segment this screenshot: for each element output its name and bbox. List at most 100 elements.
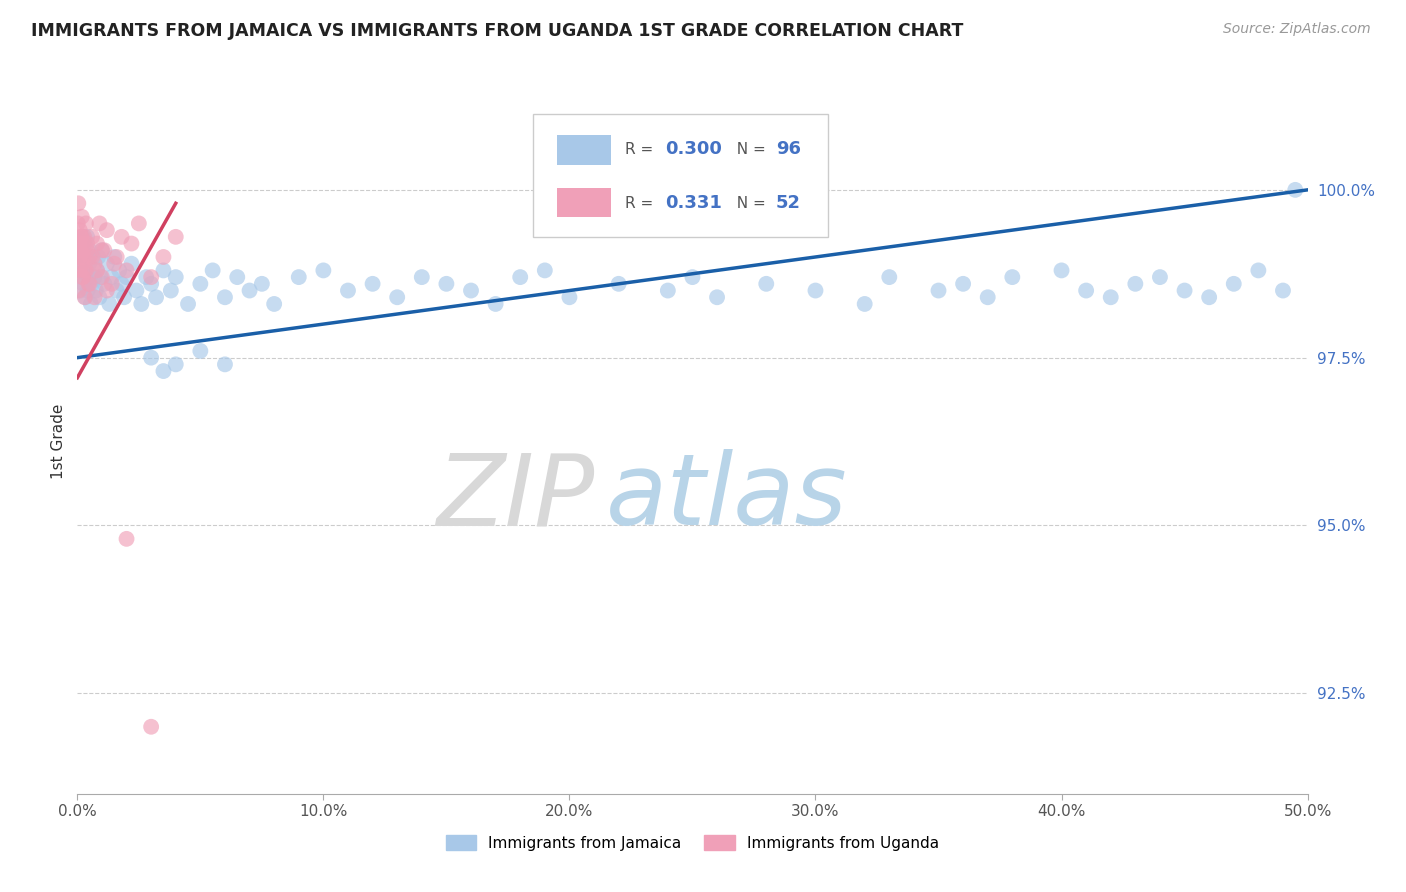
- Point: [337, 284, 360, 298]
- Text: ZIP: ZIP: [436, 450, 595, 547]
- Point: [90, 244, 114, 258]
- Point: [69, 250, 91, 264]
- Point: [70, 270, 93, 285]
- Point: [188, 277, 212, 291]
- Point: [103, 257, 125, 271]
- Point: [79, 244, 101, 258]
- Point: [108, 263, 131, 277]
- Point: [75, 263, 97, 277]
- Point: [141, 720, 163, 734]
- Point: [1223, 277, 1246, 291]
- Point: [67, 236, 90, 251]
- Point: [214, 290, 236, 304]
- Y-axis label: 1st Grade: 1st Grade: [51, 404, 66, 479]
- Point: [115, 270, 138, 285]
- Point: [1284, 183, 1306, 197]
- Point: [165, 270, 187, 285]
- Point: [83, 290, 105, 304]
- Point: [70, 230, 93, 244]
- Point: [70, 257, 93, 271]
- Point: [1050, 263, 1073, 277]
- Text: 0.300: 0.300: [665, 140, 723, 158]
- Text: N =: N =: [727, 196, 770, 211]
- FancyBboxPatch shape: [557, 135, 612, 165]
- Point: [135, 270, 157, 285]
- Point: [928, 284, 950, 298]
- Point: [188, 343, 212, 358]
- Point: [804, 284, 827, 298]
- Point: [657, 284, 679, 298]
- Point: [121, 257, 143, 271]
- Text: atlas: atlas: [606, 450, 848, 547]
- Point: [111, 230, 132, 244]
- Point: [160, 284, 183, 298]
- Point: [534, 263, 557, 277]
- Point: [141, 270, 163, 285]
- Point: [76, 244, 98, 258]
- FancyBboxPatch shape: [557, 188, 612, 218]
- Point: [87, 250, 110, 264]
- Point: [607, 277, 630, 291]
- Point: [76, 250, 98, 264]
- Point: [111, 277, 132, 291]
- Point: [73, 236, 96, 251]
- Point: [75, 216, 97, 230]
- Point: [145, 290, 167, 304]
- Point: [93, 277, 115, 291]
- Point: [76, 284, 98, 298]
- Point: [853, 297, 876, 311]
- Point: [76, 236, 98, 251]
- Point: [69, 284, 91, 298]
- Point: [96, 223, 118, 237]
- Point: [112, 290, 135, 304]
- Point: [77, 257, 100, 271]
- Point: [90, 244, 114, 258]
- Point: [214, 357, 236, 371]
- Point: [1001, 270, 1024, 285]
- Point: [152, 263, 174, 277]
- Point: [89, 290, 111, 304]
- Point: [101, 277, 124, 291]
- Point: [436, 277, 458, 291]
- Point: [1076, 284, 1098, 298]
- Point: [83, 257, 105, 271]
- Point: [121, 236, 143, 251]
- Point: [105, 250, 128, 264]
- Point: [86, 263, 108, 277]
- Point: [70, 210, 93, 224]
- Point: [83, 270, 105, 285]
- Point: [263, 297, 285, 311]
- Point: [250, 277, 273, 291]
- Point: [93, 244, 115, 258]
- Point: [115, 263, 138, 277]
- Point: [152, 364, 174, 378]
- Point: [82, 230, 104, 244]
- Text: R =: R =: [624, 196, 658, 211]
- Point: [70, 244, 93, 258]
- Point: [411, 270, 433, 285]
- Point: [125, 284, 148, 298]
- Point: [69, 263, 91, 277]
- Point: [80, 297, 103, 311]
- Point: [509, 270, 531, 285]
- Point: [385, 290, 409, 304]
- Point: [361, 277, 384, 291]
- Point: [485, 297, 508, 311]
- Point: [77, 277, 100, 291]
- Point: [89, 216, 111, 230]
- Point: [460, 284, 482, 298]
- Point: [1198, 290, 1220, 304]
- Text: R =: R =: [624, 142, 658, 157]
- Point: [73, 290, 96, 304]
- Point: [1272, 284, 1295, 298]
- Point: [73, 250, 96, 264]
- Point: [141, 351, 163, 365]
- Point: [177, 297, 200, 311]
- Point: [69, 244, 91, 258]
- Point: [82, 277, 104, 291]
- Point: [1125, 277, 1147, 291]
- Point: [141, 277, 163, 291]
- Point: [96, 257, 118, 271]
- Point: [67, 196, 90, 211]
- Point: [288, 270, 311, 285]
